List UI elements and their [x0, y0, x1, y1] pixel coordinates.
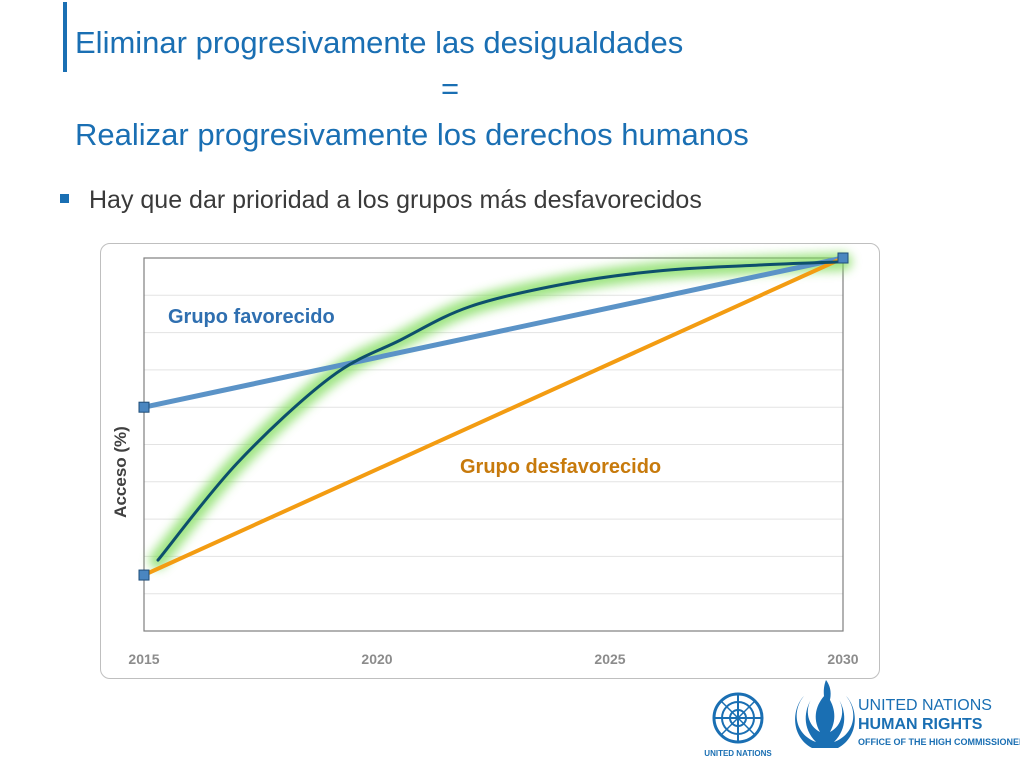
marker-favorecido-start	[138, 401, 150, 413]
hr-line-3: OFFICE OF THE HIGH COMMISSIONER	[858, 737, 1020, 747]
hr-line-2: HUMAN RIGHTS	[858, 716, 983, 733]
x-tick-label: 2025	[594, 651, 625, 667]
axes: 2015 2020 2025 2030	[128, 257, 859, 667]
slide-accent-bar	[63, 2, 67, 72]
y-axis-label: Acceso (%)	[111, 426, 130, 518]
slide-title: Eliminar progresivamente las desigualdad…	[75, 20, 835, 158]
bullet-point: Hay que dar prioridad a los grupos más d…	[60, 186, 702, 215]
series-label-desfavorecido: Grupo desfavorecido	[460, 456, 661, 478]
title-line-1: Eliminar progresivamente las desigualdad…	[75, 25, 684, 60]
human-rights-emblem-icon	[795, 680, 855, 748]
labels: Acceso (%) Grupo favorecido Grupo desfav…	[111, 306, 661, 518]
hr-line-1: UNITED NATIONS	[858, 697, 992, 714]
logos: UNITED NATIONS UNITED NATIONS HUMAN RIGH…	[704, 680, 1020, 758]
bullet-square-icon	[60, 193, 69, 203]
plot-area-border	[143, 257, 844, 632]
title-line-3: Realizar progresivamente los derechos hu…	[75, 117, 749, 152]
marker-desfavorecido-start	[138, 569, 150, 581]
bullet-text: Hay que dar prioridad a los grupos más d…	[89, 186, 702, 214]
series	[141, 252, 852, 577]
series-line-progresiva	[156, 260, 845, 562]
series-label-favorecido: Grupo favorecido	[168, 306, 335, 328]
x-tick-label: 2030	[827, 651, 858, 667]
un-label: UNITED NATIONS	[704, 749, 772, 758]
un-emblem-icon	[712, 692, 764, 744]
x-tick-label: 2015	[128, 651, 159, 667]
markers	[138, 252, 849, 581]
x-tick-label: 2020	[361, 651, 392, 667]
series-line-favorecido	[141, 255, 846, 410]
marker-end	[837, 252, 849, 264]
series-line-desfavorecido	[142, 256, 845, 577]
title-equals: =	[440, 71, 460, 106]
